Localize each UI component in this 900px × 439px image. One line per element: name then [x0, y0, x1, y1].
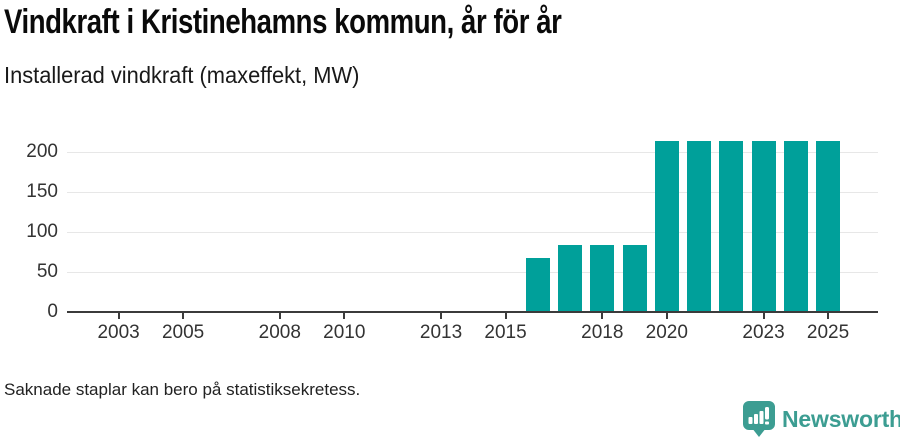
bar-2024 [783, 140, 808, 311]
x-axis-label-2015: 2015 [484, 322, 527, 343]
y-axis-label-100: 100 [26, 221, 58, 242]
x-tick-2020 [665, 313, 668, 319]
newsworthy-bubble-chart-icon [743, 401, 775, 437]
x-axis-label-2003: 2003 [97, 322, 140, 343]
x-tick-2010 [343, 313, 346, 319]
x-axis-label-2018: 2018 [581, 322, 624, 343]
x-tick-2013 [440, 313, 443, 319]
bar-2020 [654, 140, 679, 311]
gridline-200 [67, 151, 878, 153]
newsworthy-wordmark: Newsworthy [782, 405, 900, 432]
page-title: Vindkraft i Kristinehamns kommun, år för… [4, 3, 562, 41]
bar-2021 [687, 140, 712, 311]
x-axis-label-2008: 2008 [258, 322, 301, 343]
x-axis-line [67, 311, 878, 313]
y-axis-label-50: 50 [36, 261, 58, 282]
x-tick-2005 [182, 313, 185, 319]
x-tick-2023 [762, 313, 765, 319]
x-tick-2015 [504, 313, 507, 319]
x-axis-label-2005: 2005 [161, 322, 205, 343]
x-tick-2008 [278, 313, 281, 319]
bar-2019 [622, 245, 647, 311]
y-axis-label-150: 150 [26, 181, 58, 202]
chart-subtitle: Installerad vindkraft (maxeffekt, MW) [4, 62, 360, 88]
x-axis-label-2020: 2020 [645, 322, 688, 343]
bar-2016 [525, 258, 550, 311]
x-axis-label-2010: 2010 [323, 322, 366, 343]
newsworthy-logo[interactable]: Newsworthy [743, 401, 900, 437]
x-axis-label-2025: 2025 [806, 322, 850, 343]
y-axis-label-0: 0 [47, 301, 58, 322]
x-axis-label-2013: 2013 [419, 322, 463, 343]
bar-2025 [816, 140, 841, 311]
bar-2017 [558, 245, 583, 311]
x-tick-2018 [601, 313, 604, 319]
gridline-100 [67, 231, 878, 233]
bar-chart-plot-area: 0 50 100 150 200 2003 2005 2008 2010 2013 2015 2018… [26, 128, 878, 343]
x-tick-2025 [827, 313, 830, 319]
bar-2018 [590, 245, 615, 311]
x-tick-2003 [117, 313, 120, 319]
gridline-150 [67, 191, 878, 193]
gridline-50 [67, 271, 878, 273]
bar-2022 [719, 140, 744, 311]
x-axis-label-2023: 2023 [742, 322, 785, 343]
bar-2023 [751, 140, 776, 311]
y-axis-label-200: 200 [26, 141, 58, 162]
footnote: Saknade staplar kan bero på statistiksek… [4, 380, 361, 399]
